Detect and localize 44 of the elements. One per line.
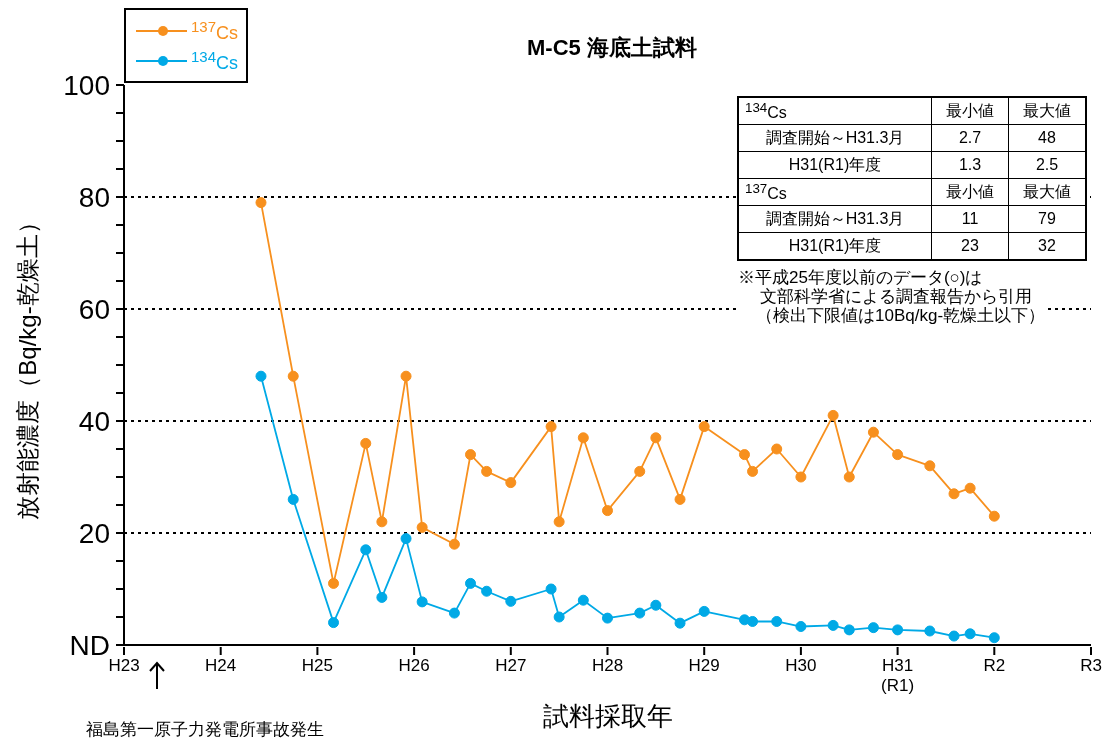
annotation: 調査開始～H31.3月 [738,124,932,152]
x-tick-label: H28 [591,656,624,675]
annotation: 最大値 [1008,178,1086,206]
x-tick-label: R2 [983,656,1006,675]
x-tick-label: H31 (R1) [881,656,915,695]
annotation: 最大値 [1008,97,1086,125]
y-tick-label: 60 [78,294,110,325]
annotation: $^{137}$Cs [738,178,932,206]
annotation: 最小値 [931,97,1009,125]
x-tick-label: H27 [495,656,527,675]
annotation: 32 [1008,232,1086,260]
x-tick-label: H26 [398,656,430,675]
legend-label: $^{134}$Cs [190,48,238,74]
annotation: 1.3 [931,151,1009,179]
annotation: 79 [1008,205,1086,233]
annotation: H31(R1)年度 [738,232,932,260]
annotation: 2.7 [931,124,1009,152]
text: 福島第一原子力発電所事故発生 [86,719,324,741]
annotation: $^{134}$Cs [738,97,932,125]
x-tick-label: H23 [108,656,140,675]
annotation: 11 [931,205,1009,233]
x-tick-label: H24 [205,656,237,675]
x-tick-label: H30 [785,656,817,675]
y-axis-title: 放射能濃度（Bq/kg-乾燥土） [14,210,41,520]
annotation: 23 [931,232,1009,260]
annotation: ※平成25年度以前のデータ(○)は [738,268,984,287]
x-tick-label: H25 [301,656,333,675]
annotation: 文部科学省による調査報告から引用 [759,287,1033,306]
annotation: 48 [1008,124,1086,152]
x-tick-label: R3 [1080,656,1102,675]
annotation: H31(R1)年度 [738,151,932,179]
chart-title: M-C5 海底土試料 [527,35,697,60]
y-tick-label: 100 [63,70,110,101]
annotation: （検出下限値は10Bq/kg-乾燥土以下） [755,306,1046,325]
y-tick-label: 40 [78,406,110,437]
annotation: 2.5 [1008,151,1086,179]
y-tick-label: ND [69,630,110,661]
y-tick-label: 20 [78,518,110,549]
annotation: 調査開始～H31.3月 [738,205,932,233]
y-tick-label: 80 [78,182,110,213]
x-axis-title: 試料採取年 [542,701,673,731]
legend-label: $^{137}$Cs [190,18,238,44]
annotation: 最小値 [931,178,1009,206]
x-tick-label: H29 [688,656,720,675]
